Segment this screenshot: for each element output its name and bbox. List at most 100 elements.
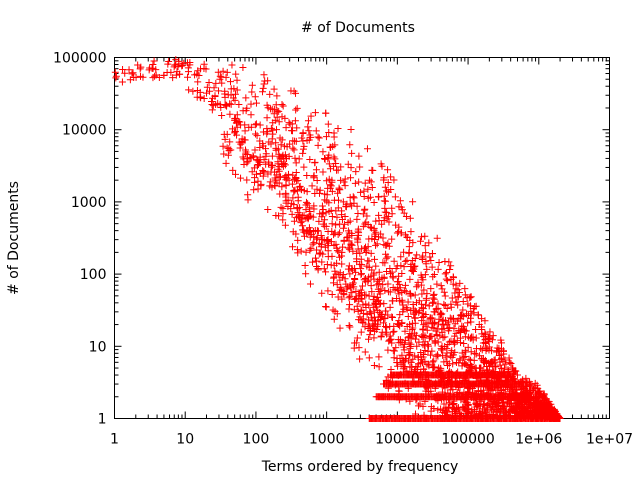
data-point	[221, 135, 229, 143]
data-point	[406, 275, 414, 283]
data-point	[284, 170, 292, 178]
data-point	[483, 366, 491, 374]
data-point	[381, 197, 389, 205]
data-point	[346, 193, 354, 201]
data-point	[175, 60, 183, 68]
data-point	[368, 288, 376, 296]
data-point	[443, 277, 451, 285]
data-point	[415, 402, 423, 410]
data-point	[273, 113, 281, 121]
data-point	[370, 224, 378, 232]
data-point	[246, 154, 254, 162]
x-tick-label: 10000	[375, 432, 420, 448]
data-point	[309, 258, 317, 266]
data-point	[397, 229, 405, 237]
data-point	[496, 361, 504, 369]
data-point	[365, 292, 373, 300]
data-point	[244, 196, 252, 204]
data-point	[339, 243, 347, 251]
data-point	[452, 298, 460, 306]
data-point	[317, 249, 325, 257]
data-point	[279, 102, 287, 110]
data-point	[446, 399, 454, 407]
data-point	[350, 306, 358, 314]
data-point	[472, 325, 480, 333]
data-point	[288, 127, 296, 135]
data-point	[429, 294, 437, 302]
data-point	[315, 250, 323, 258]
data-point	[339, 271, 347, 279]
data-point	[463, 400, 471, 408]
data-point	[313, 246, 321, 254]
data-point	[388, 313, 396, 321]
data-point	[353, 255, 361, 263]
data-point	[335, 184, 343, 192]
data-point	[446, 324, 454, 332]
data-point	[253, 132, 261, 140]
data-point	[390, 327, 398, 335]
data-point	[383, 268, 391, 276]
data-point	[197, 65, 205, 73]
data-point	[506, 371, 514, 379]
data-point	[318, 289, 326, 297]
data-point	[381, 183, 389, 191]
data-point	[321, 216, 329, 224]
data-point	[292, 168, 300, 176]
data-point	[440, 300, 448, 308]
data-point	[337, 285, 345, 293]
data-point	[498, 345, 506, 353]
data-point	[501, 356, 509, 364]
data-point	[381, 307, 389, 315]
data-point	[355, 152, 363, 160]
data-point	[378, 220, 386, 228]
data-point	[196, 93, 204, 101]
data-point	[313, 185, 321, 193]
data-point	[256, 144, 264, 152]
data-point	[347, 240, 355, 248]
y-tick-label: 10000	[62, 123, 107, 139]
data-point	[461, 333, 469, 341]
data-point	[421, 332, 429, 340]
data-point	[451, 320, 459, 328]
data-point	[407, 260, 415, 268]
data-point	[200, 94, 208, 102]
data-point	[260, 168, 268, 176]
data-point	[308, 182, 316, 190]
data-point	[401, 336, 409, 344]
data-point	[297, 219, 305, 227]
data-point	[406, 343, 414, 351]
data-point	[431, 338, 439, 346]
data-point	[227, 100, 235, 108]
data-point	[399, 308, 407, 316]
data-point	[334, 293, 342, 301]
data-point	[363, 212, 371, 220]
data-point	[264, 170, 272, 178]
data-point	[434, 320, 442, 328]
data-point	[452, 285, 460, 293]
data-point	[456, 334, 464, 342]
data-point	[356, 163, 364, 171]
data-point	[218, 111, 226, 119]
data-point	[430, 271, 438, 279]
data-point	[259, 140, 267, 148]
data-point	[211, 92, 219, 100]
data-point	[396, 311, 404, 319]
data-point	[289, 194, 297, 202]
data-point	[259, 166, 267, 174]
data-point	[346, 270, 354, 278]
data-point	[448, 294, 456, 302]
data-point	[367, 327, 375, 335]
data-point	[431, 308, 439, 316]
data-point	[375, 233, 383, 241]
data-point	[480, 359, 488, 367]
data-point	[421, 347, 429, 354]
data-point	[348, 289, 356, 297]
data-point	[359, 318, 367, 326]
data-point	[160, 71, 168, 79]
data-point	[390, 347, 398, 355]
data-point	[478, 326, 486, 334]
data-point	[449, 337, 457, 345]
data-point	[325, 128, 333, 136]
data-point	[309, 227, 317, 235]
data-point	[486, 328, 494, 336]
